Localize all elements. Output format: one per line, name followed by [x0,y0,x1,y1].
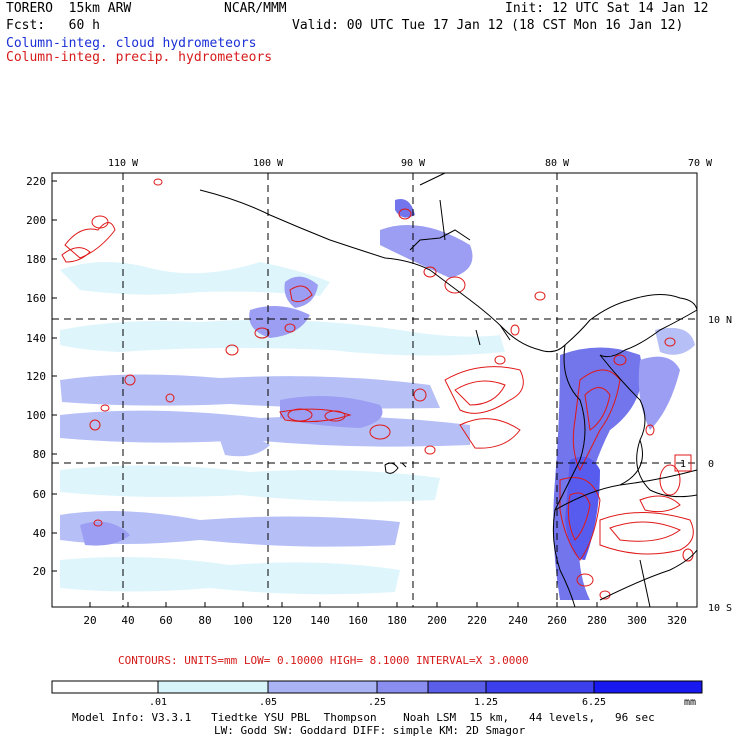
y-tick-label: 140 [26,332,46,345]
tick-marks [52,180,678,607]
model-info-line2: LW: Godd SW: Goddard DIFF: simple KM: 2D… [214,724,526,737]
station-box [674,454,692,472]
lon-label: 80 W [545,158,570,169]
x-tick-label: 220 [467,614,487,627]
x-tick-label: 200 [427,614,447,627]
precip-field-label: Column-integ. precip. hydrometeors [6,50,273,65]
colorbar-unit: mm [684,697,696,708]
init-time: Init: 12 UTC Sat 14 Jan 12 [505,1,709,16]
lon-label: 100 W [253,158,284,169]
x-tick-label: 80 [198,614,211,627]
lon-label: 90 W [401,158,426,169]
y-tick-label: 200 [26,214,46,227]
colorbar-ticks: .01 .05 .25 1.25 6.25 mm [149,697,696,708]
x-tick-labels: 20 40 60 80 100 120 140 160 180 200 220 … [83,614,687,627]
lat-label: 10 N [708,315,732,326]
lon-label: 110 W [108,158,139,169]
x-tick-label: 160 [348,614,368,627]
y-tick-label: 160 [26,292,46,305]
cloud-field-label: Column-integ. cloud hydrometeors [6,36,257,51]
colorbar-tick: .05 [259,697,277,708]
x-tick-label: 240 [508,614,528,627]
cloud-hydrometeor-shading [60,199,695,600]
y-tick-label: 120 [26,370,46,383]
lat-lon-grid [52,173,697,607]
x-tick-label: 60 [159,614,172,627]
y-tick-label: 80 [33,448,46,461]
model-title: TORERO 15km ARW [6,1,132,16]
y-tick-label: 100 [26,409,46,422]
colorbar-tick: 6.25 [582,697,606,708]
x-tick-label: 40 [121,614,134,627]
coastlines [199,172,698,608]
y-tick-label: 20 [33,565,46,578]
station-box-label: 1 [680,459,686,470]
x-tick-label: 280 [587,614,607,627]
lat-label: 0 [708,459,714,470]
x-tick-label: 300 [627,614,647,627]
contour-info: CONTOURS: UNITS=mm LOW= 0.10000 HIGH= 8.… [118,654,529,667]
x-tick-label: 260 [547,614,567,627]
valid-time: Valid: 00 UTC Tue 17 Jan 12 (18 CST Mon … [292,18,684,33]
x-tick-label: 140 [310,614,330,627]
x-tick-label: 180 [387,614,407,627]
lon-label: 70 W [688,158,713,169]
lon-labels: 110 W 100 W 90 W 80 W 70 W [108,158,713,169]
y-tick-label: 220 [26,175,46,188]
forecast-hour: Fcst: 60 h [6,18,100,33]
x-tick-label: 20 [83,614,96,627]
lat-label: 10 S [708,603,732,614]
org-label: NCAR/MMM [224,1,287,16]
x-tick-label: 100 [233,614,253,627]
model-info-line1: Model Info: V3.3.1 Tiedtke YSU PBL Thomp… [72,711,655,724]
lat-labels: 10 N 0 10 S [708,315,732,614]
y-tick-label: 180 [26,253,46,266]
colorbar-tick: .25 [368,697,386,708]
colorbar-tick: .01 [149,697,167,708]
colorbar [51,680,703,694]
y-tick-label: 40 [33,527,46,540]
y-tick-label: 60 [33,488,46,501]
y-tick-labels: 20 40 60 80 100 120 140 160 180 200 220 [26,175,46,578]
colorbar-tick: 1.25 [474,697,498,708]
x-tick-label: 120 [272,614,292,627]
precip-contours [61,178,694,600]
x-tick-label: 320 [667,614,687,627]
